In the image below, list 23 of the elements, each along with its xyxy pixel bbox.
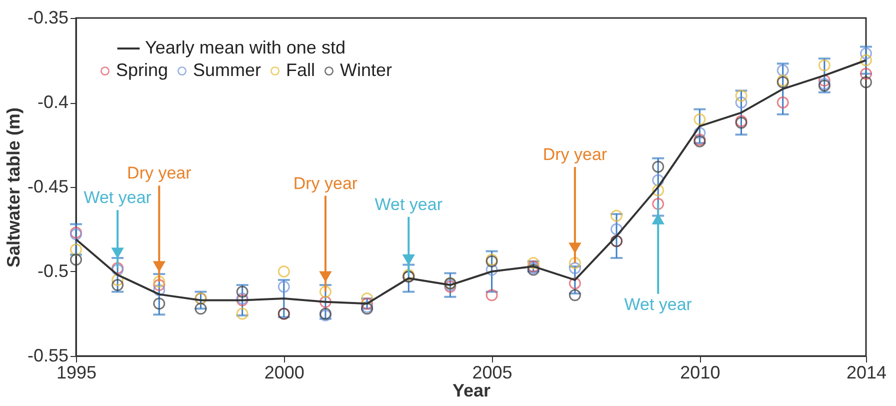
x-tick-label: 2000 [264, 362, 304, 382]
y-tick-label: -0.4 [37, 92, 68, 112]
x-axis-title: Year [452, 380, 491, 400]
x-tick-label: 2005 [472, 362, 512, 382]
legend-label: Spring [116, 60, 168, 80]
annotation: Wet year [84, 188, 152, 208]
y-tick-label: -0.5 [37, 261, 68, 281]
y-tick-label: -0.35 [27, 8, 68, 28]
legend-label: Fall [286, 60, 316, 80]
y-tick-label: -0.45 [27, 176, 68, 196]
legend-label: Winter [340, 60, 392, 80]
annotation: Dry year [542, 145, 608, 164]
annotation: Dry year [127, 164, 192, 183]
legend-label: Yearly mean with one std [145, 38, 346, 58]
y-axis-title: Saltwater table (m) [3, 107, 24, 268]
annotation: Dry year [293, 174, 358, 193]
x-tick-label: 2014 [846, 362, 887, 382]
x-tick-label: 1995 [56, 362, 97, 382]
y-tick-label: -0.55 [27, 346, 68, 366]
x-tick-label: 2010 [680, 362, 720, 382]
annotation: Wet year [374, 194, 443, 214]
legend-label: Summer [193, 60, 262, 80]
annotation: Wet year [624, 294, 692, 314]
